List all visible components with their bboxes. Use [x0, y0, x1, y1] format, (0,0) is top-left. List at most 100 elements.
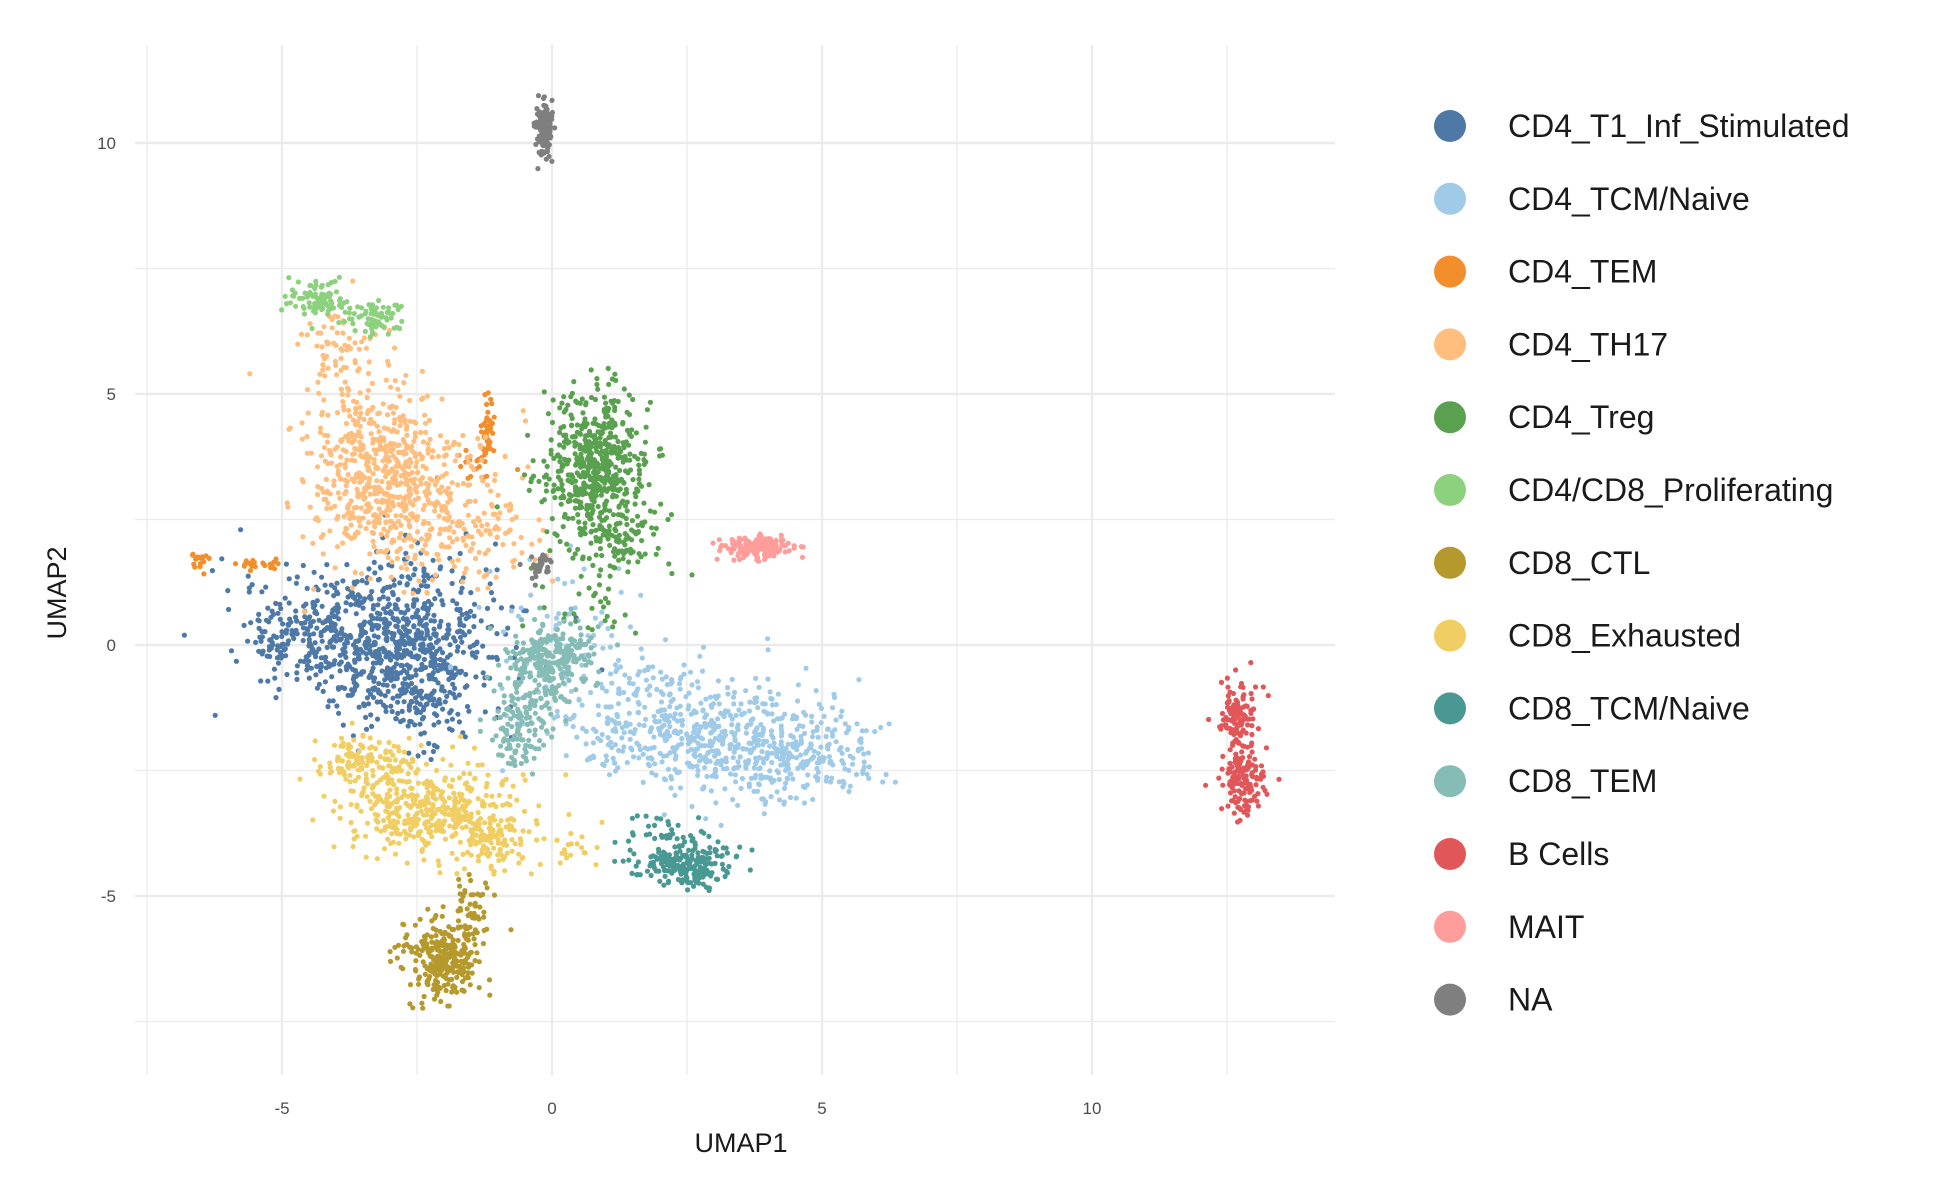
data-point — [462, 502, 468, 508]
data-point — [394, 482, 400, 488]
data-point — [335, 765, 341, 771]
data-point — [344, 562, 350, 568]
data-point — [294, 574, 300, 580]
data-point — [720, 758, 726, 764]
data-point — [439, 650, 446, 656]
data-point — [371, 633, 377, 639]
data-point — [626, 559, 632, 565]
data-point — [452, 832, 458, 838]
data-point — [396, 449, 402, 455]
data-point — [483, 792, 489, 799]
data-point — [495, 515, 501, 522]
data-point — [694, 731, 700, 737]
data-point — [516, 860, 522, 866]
data-point — [368, 712, 374, 718]
data-point — [437, 624, 443, 630]
data-point — [373, 451, 379, 457]
data-point — [419, 947, 425, 954]
data-point — [679, 866, 685, 873]
data-point — [761, 738, 767, 744]
data-point — [479, 523, 485, 529]
data-point — [572, 486, 579, 492]
data-point — [375, 602, 381, 608]
data-point — [368, 643, 374, 649]
data-point — [464, 906, 470, 912]
data-point — [350, 321, 356, 327]
data-point — [435, 858, 441, 864]
data-point — [461, 941, 467, 948]
data-point — [306, 643, 312, 649]
data-point — [764, 754, 770, 761]
data-point — [491, 871, 497, 877]
data-point — [616, 566, 622, 572]
data-point — [451, 685, 458, 692]
data-point — [228, 648, 235, 654]
data-point — [466, 871, 472, 878]
data-point — [342, 530, 348, 536]
data-point — [587, 516, 593, 522]
data-point — [370, 767, 376, 774]
data-point — [388, 840, 394, 847]
data-point — [536, 478, 542, 484]
data-point — [843, 730, 850, 736]
data-point — [406, 665, 412, 671]
data-point — [700, 707, 706, 713]
data-point — [611, 619, 618, 625]
data-point — [541, 458, 547, 464]
data-point — [690, 848, 696, 854]
data-point — [437, 656, 443, 663]
data-point — [392, 851, 399, 857]
data-point — [719, 861, 726, 867]
data-point — [866, 775, 872, 782]
data-point — [358, 808, 364, 814]
data-point — [723, 845, 729, 851]
data-point — [380, 645, 386, 652]
data-point — [329, 662, 335, 668]
data-point — [293, 303, 299, 309]
data-point — [475, 435, 481, 442]
data-point — [484, 473, 490, 479]
data-point — [490, 430, 496, 436]
data-point — [765, 750, 771, 756]
data-point — [350, 278, 356, 284]
data-point — [433, 703, 439, 709]
data-point — [612, 407, 618, 414]
data-point — [603, 447, 609, 454]
data-point — [336, 661, 343, 667]
data-point — [420, 1005, 426, 1011]
data-point — [418, 731, 424, 737]
data-point — [331, 742, 338, 748]
data-point — [495, 852, 501, 858]
data-point — [365, 520, 372, 526]
data-point — [385, 485, 391, 491]
data-point — [359, 305, 365, 311]
data-point — [626, 675, 633, 681]
data-point — [695, 772, 701, 779]
data-point — [398, 513, 404, 519]
data-point — [374, 423, 380, 429]
data-point — [672, 844, 678, 850]
data-point — [605, 715, 611, 721]
data-point — [517, 672, 523, 678]
data-point — [677, 785, 684, 791]
data-point — [755, 737, 761, 743]
data-point — [429, 477, 435, 483]
data-point — [589, 528, 595, 534]
data-point — [307, 291, 314, 297]
data-point — [347, 305, 353, 311]
data-point — [329, 325, 335, 331]
data-point — [294, 618, 300, 624]
data-point — [379, 323, 385, 329]
data-point — [587, 755, 593, 761]
data-point — [654, 815, 660, 821]
data-point — [426, 825, 432, 831]
data-point — [666, 878, 672, 884]
data-point — [630, 754, 637, 760]
data-point — [365, 481, 371, 487]
data-point — [675, 876, 682, 883]
data-point — [694, 679, 701, 685]
data-point — [433, 927, 439, 933]
data-point — [417, 721, 423, 727]
data-point — [809, 734, 816, 740]
data-point — [241, 622, 247, 629]
